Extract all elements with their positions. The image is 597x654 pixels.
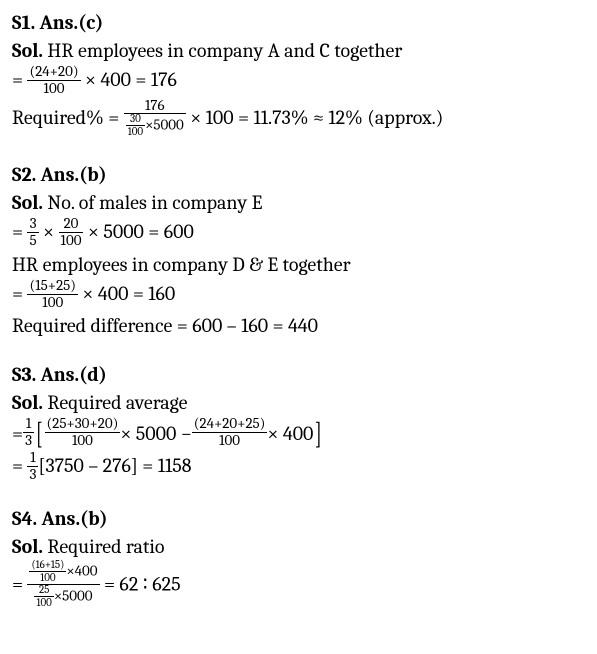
s2-line5: Required difference = 600 – 160 = 440 <box>12 314 318 337</box>
denominator: 100 <box>192 433 268 449</box>
nested-fraction: (16+15) 100 <box>29 559 66 583</box>
eq-prefix: = <box>12 420 23 447</box>
s2-line1: No. of males in company E <box>43 191 262 214</box>
sol-label: Sol. <box>12 191 43 214</box>
sol-label: Sol. <box>12 39 43 62</box>
required-label: Required% = <box>12 106 124 129</box>
s4-header: S4. Ans.(b) <box>12 507 108 530</box>
s2-line3: HR employees in company D & E together <box>12 253 351 276</box>
numerator: 30 <box>126 113 145 126</box>
nested-fraction: 30 100 <box>126 113 145 137</box>
denominator: 100 <box>27 295 78 311</box>
s2-header: S2. Ans.(b) <box>12 163 107 186</box>
times: × <box>39 220 59 243</box>
right-tail: × 400 <box>267 420 313 447</box>
numerator: (16+15) <box>29 559 66 572</box>
denominator: 100 <box>27 81 80 97</box>
den-tail: ×5000 <box>145 116 184 134</box>
s3-header: S3. Ans.(d) <box>12 363 107 386</box>
s4-result: = 62 ∶ 625 <box>100 573 181 596</box>
denominator: 30 100 ×5000 <box>124 114 186 138</box>
s4-line1: Required ratio <box>43 535 164 558</box>
solution-block-s4: S4. Ans.(b) Sol. Required ratio = (16+15… <box>12 505 585 610</box>
denominator: 25 100 ×5000 <box>27 585 99 609</box>
numerator: (16+15) 100 ×400 <box>27 560 99 585</box>
denominator: 3 <box>23 433 34 449</box>
nested-fraction: 25 100 <box>34 584 53 608</box>
line3-prefix: = <box>12 454 27 477</box>
fraction: 3 5 <box>27 216 38 249</box>
fraction: 1 3 <box>23 416 34 449</box>
s3-tail3: [3750 – 276] = 1158 <box>38 454 191 477</box>
fraction: (24+20) 100 <box>27 64 80 97</box>
solution-block-s1: S1. Ans.(c) Sol. HR employees in company… <box>12 9 585 139</box>
s1-line1: HR employees in company A and C together <box>43 39 402 62</box>
denominator: 100 <box>29 572 66 584</box>
denominator: 3 <box>27 467 38 483</box>
s2-tail4: × 400 = 160 <box>78 282 175 305</box>
denominator: 100 <box>45 433 121 449</box>
fraction: 20 100 <box>59 216 84 249</box>
fraction: 1 3 <box>27 450 38 483</box>
eq-prefix: = <box>12 573 27 596</box>
eq-prefix: = <box>12 220 27 243</box>
denominator: 100 <box>34 597 53 609</box>
num-tail: ×400 <box>66 562 97 580</box>
bracket-expression: = 1 3 [ (25+30+20) 100 × 5000 − (24+20+2… <box>12 417 324 450</box>
sol-label: Sol. <box>12 391 43 414</box>
eq-prefix: = <box>12 68 27 91</box>
fraction: (25+30+20) 100 <box>45 416 121 449</box>
s3-line1: Required average <box>43 391 187 414</box>
solution-block-s3: S3. Ans.(d) Sol. Required average = 1 3 … <box>12 361 585 483</box>
s1-tail1: × 400 = 176 <box>81 68 177 91</box>
s2-tail2: × 5000 = 600 <box>83 220 193 243</box>
fraction: (24+20+25) 100 <box>192 416 268 449</box>
fraction: (16+15) 100 ×400 25 100 ×5000 <box>27 560 99 609</box>
sol-label: Sol. <box>12 535 43 558</box>
fraction: 176 30 100 ×5000 <box>124 98 186 139</box>
solution-block-s2: S2. Ans.(b) Sol. No. of males in company… <box>12 161 585 339</box>
denominator: 100 <box>59 233 84 249</box>
denominator: 100 <box>126 126 145 138</box>
s1-req-tail: × 100 = 11.73% ≈ 12% (approx.) <box>186 106 444 129</box>
eq-prefix: = <box>12 282 27 305</box>
bracket-close: ] <box>315 419 322 449</box>
s1-header: S1. Ans.(c) <box>12 11 103 34</box>
denominator: 5 <box>27 233 38 249</box>
den-tail: ×5000 <box>54 587 93 605</box>
bracket-open: [ <box>36 419 43 449</box>
fraction: (15+25) 100 <box>27 278 78 311</box>
mid-text: × 5000 − <box>120 420 191 447</box>
